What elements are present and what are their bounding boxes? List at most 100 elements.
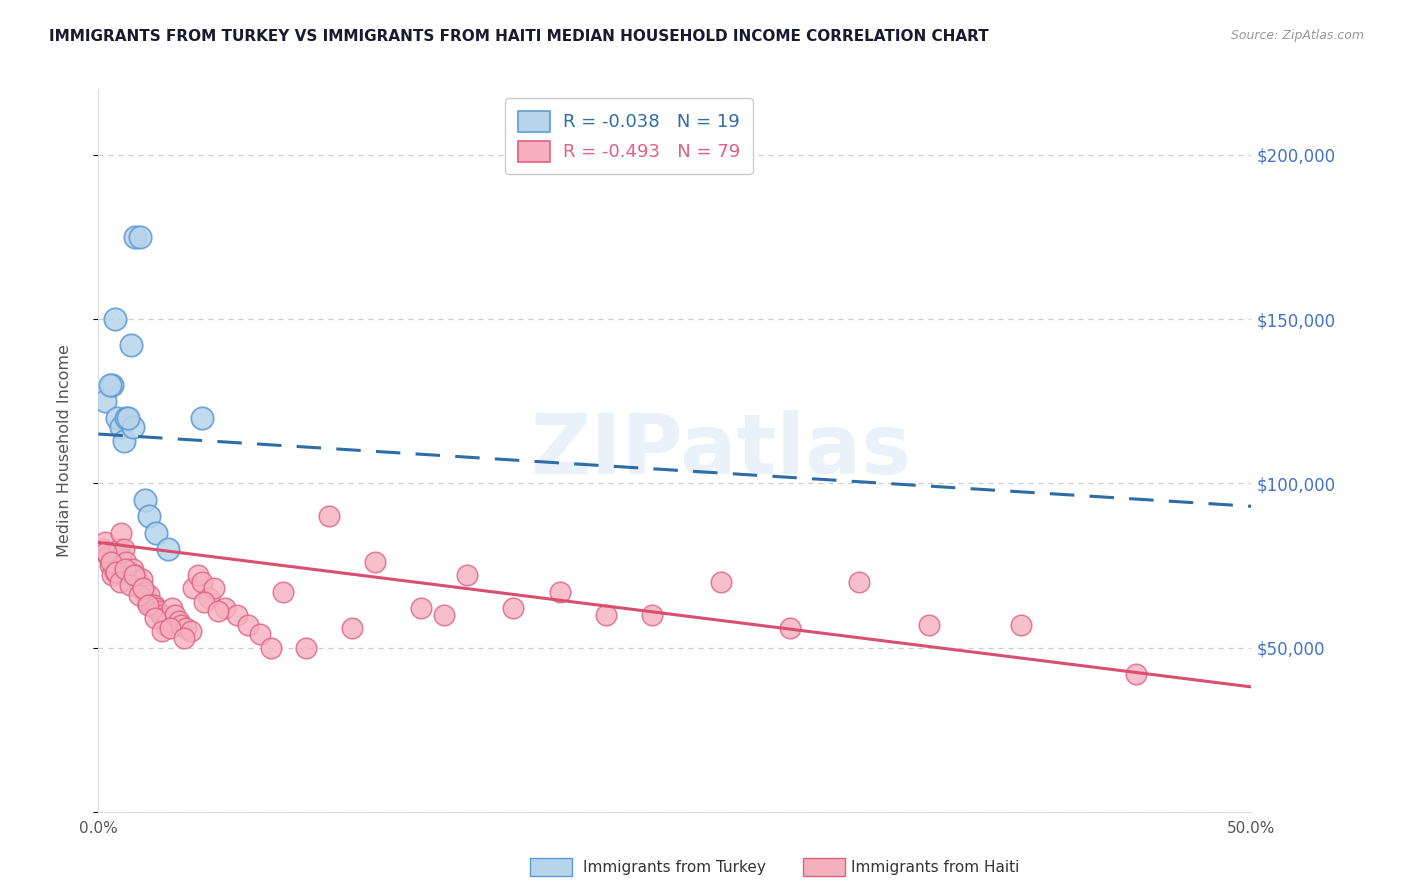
Point <box>101 568 124 582</box>
Bar <box>803 858 845 876</box>
Point <box>295 640 318 655</box>
Point <box>124 230 146 244</box>
Y-axis label: Median Household Income: Median Household Income <box>58 344 72 557</box>
Point <box>193 594 215 608</box>
Text: Immigrants from Turkey: Immigrants from Turkey <box>583 860 766 874</box>
Point <box>104 565 127 579</box>
Point <box>108 541 131 556</box>
Point <box>115 555 138 569</box>
Point <box>155 617 177 632</box>
Point <box>433 607 456 622</box>
Point <box>160 601 183 615</box>
Point <box>225 607 247 622</box>
Point <box>456 568 478 582</box>
Point <box>411 601 433 615</box>
Point <box>127 574 149 589</box>
Point <box>502 601 524 615</box>
Point <box>207 604 229 618</box>
Point <box>917 617 939 632</box>
Point <box>94 535 117 549</box>
Text: Source: ZipAtlas.com: Source: ZipAtlas.com <box>1230 29 1364 42</box>
Point <box>117 410 139 425</box>
Point <box>120 568 142 582</box>
Point <box>249 627 271 641</box>
Point <box>132 582 155 596</box>
Point <box>271 584 294 599</box>
Text: ZIPatlas: ZIPatlas <box>530 410 911 491</box>
Point <box>156 614 179 628</box>
Bar <box>530 858 572 876</box>
Point <box>779 621 801 635</box>
Point <box>173 631 195 645</box>
Text: Immigrants from Haiti: Immigrants from Haiti <box>851 860 1019 874</box>
Point <box>180 624 202 639</box>
Point <box>134 492 156 507</box>
Point <box>96 545 118 559</box>
Point <box>108 549 131 563</box>
Point <box>848 574 870 589</box>
Point <box>98 377 121 392</box>
Text: IMMIGRANTS FROM TURKEY VS IMMIGRANTS FROM HAITI MEDIAN HOUSEHOLD INCOME CORRELAT: IMMIGRANTS FROM TURKEY VS IMMIGRANTS FRO… <box>49 29 988 44</box>
Point <box>118 578 141 592</box>
Point <box>198 591 221 606</box>
Point <box>103 565 125 579</box>
Point <box>145 601 167 615</box>
Point <box>145 525 167 540</box>
Point <box>1125 666 1147 681</box>
Point <box>100 555 122 569</box>
Point <box>120 338 142 352</box>
Point <box>181 582 204 596</box>
Point <box>318 509 340 524</box>
Point <box>112 434 135 448</box>
Point <box>134 584 156 599</box>
Point <box>214 601 236 615</box>
Point <box>191 574 214 589</box>
Point <box>191 410 214 425</box>
Point <box>152 611 174 625</box>
Point <box>110 574 132 589</box>
Point <box>149 607 172 622</box>
Point <box>105 551 128 566</box>
Point <box>340 621 363 635</box>
Point <box>129 582 152 596</box>
Point <box>110 420 132 434</box>
Point <box>105 410 128 425</box>
Point <box>122 562 145 576</box>
Point <box>156 541 179 556</box>
Point <box>94 394 117 409</box>
Point <box>260 640 283 655</box>
Point <box>148 604 170 618</box>
Point <box>128 588 150 602</box>
Point <box>150 624 173 639</box>
Point <box>131 572 153 586</box>
Point <box>138 588 160 602</box>
Point <box>110 525 132 540</box>
Point <box>641 607 664 622</box>
Point <box>174 621 197 635</box>
Point <box>122 420 145 434</box>
Point <box>124 568 146 582</box>
Point <box>143 611 166 625</box>
Point <box>159 621 181 635</box>
Point <box>364 555 387 569</box>
Point <box>101 377 124 392</box>
Point <box>142 598 165 612</box>
Point <box>115 410 138 425</box>
Point <box>114 562 136 576</box>
Point <box>202 582 225 596</box>
Point <box>136 598 159 612</box>
Point <box>170 617 193 632</box>
Point <box>238 617 260 632</box>
Point <box>103 312 125 326</box>
Point <box>595 607 617 622</box>
Point <box>187 568 209 582</box>
Point <box>112 541 135 556</box>
Point <box>141 598 163 612</box>
Point <box>97 549 120 563</box>
Point <box>98 558 121 573</box>
Point <box>548 584 571 599</box>
Point <box>122 568 145 582</box>
Point <box>167 614 190 628</box>
Point <box>138 509 160 524</box>
Point <box>135 594 157 608</box>
